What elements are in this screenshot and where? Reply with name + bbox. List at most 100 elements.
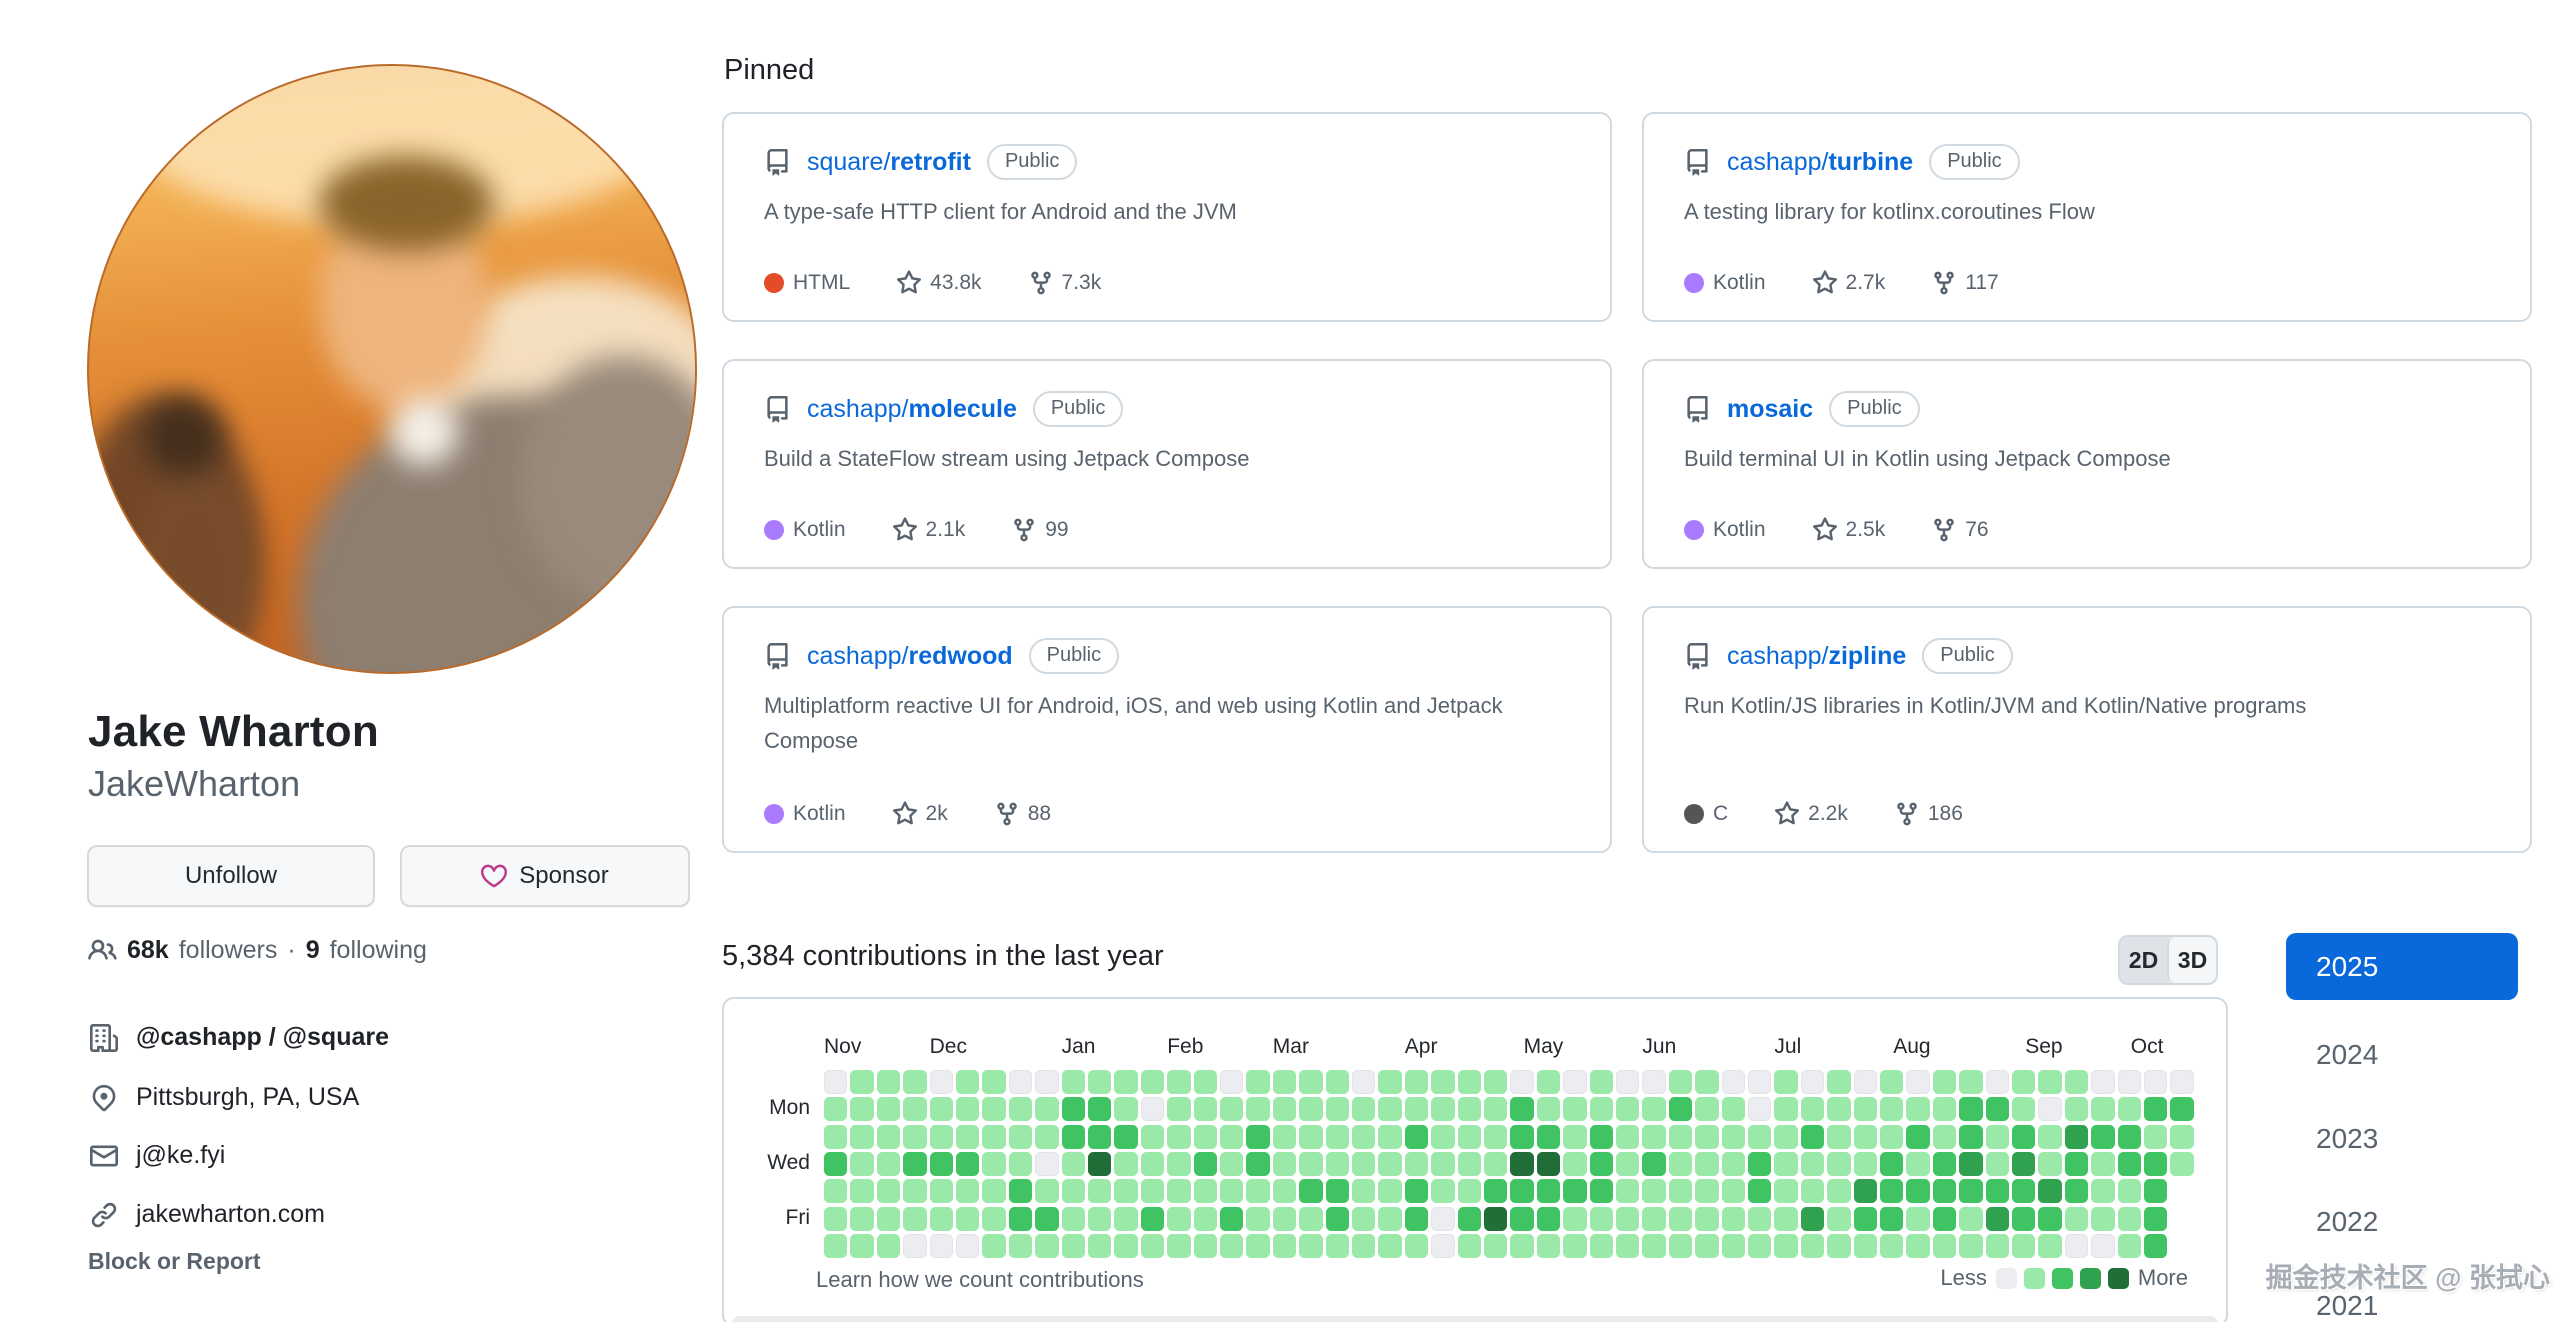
contribution-cell[interactable]	[2117, 1179, 2141, 1204]
contribution-cell[interactable]	[1325, 1233, 1349, 1258]
contribution-cell[interactable]	[1008, 1097, 1033, 1122]
contribution-cell[interactable]	[1510, 1151, 1534, 1176]
contribution-cell[interactable]	[1959, 1151, 1983, 1176]
contribution-cell[interactable]	[2144, 1179, 2168, 1204]
contribution-cell[interactable]	[903, 1070, 927, 1094]
contribution-cell[interactable]	[2038, 1124, 2062, 1149]
contribution-cell[interactable]	[1088, 1070, 1112, 1094]
contribution-cell[interactable]	[1352, 1070, 1376, 1094]
contribution-cell[interactable]	[1193, 1070, 1217, 1094]
contribution-cell[interactable]	[1959, 1070, 1983, 1094]
contribution-cell[interactable]	[1906, 1179, 1930, 1204]
contribution-cell[interactable]	[1880, 1179, 1904, 1204]
contribution-cell[interactable]	[1061, 1151, 1085, 1176]
contribution-cell[interactable]	[2170, 1151, 2194, 1176]
contribution-cell[interactable]	[2064, 1124, 2089, 1149]
contribution-cell[interactable]	[850, 1124, 874, 1149]
contribution-cell[interactable]	[1748, 1233, 1772, 1258]
contribution-cell[interactable]	[1167, 1233, 1191, 1258]
contribution-cell[interactable]	[1246, 1233, 1270, 1258]
contribution-cell[interactable]	[1616, 1097, 1640, 1122]
contribution-cell[interactable]	[956, 1179, 980, 1204]
contribution-cell[interactable]	[1378, 1124, 1402, 1149]
contribution-cell[interactable]	[2012, 1179, 2036, 1204]
contribution-cell[interactable]	[876, 1233, 901, 1258]
contribution-cell[interactable]	[1140, 1097, 1165, 1122]
contribution-cell[interactable]	[1985, 1070, 2009, 1094]
contribution-cell[interactable]	[2012, 1124, 2036, 1149]
contribution-cell[interactable]	[1035, 1233, 1059, 1258]
contribution-cell[interactable]	[1616, 1151, 1640, 1176]
contribution-cell[interactable]	[1114, 1151, 1138, 1176]
contribution-cell[interactable]	[1035, 1097, 1059, 1122]
contribution-cell[interactable]	[1668, 1233, 1693, 1258]
contribution-cell[interactable]	[956, 1097, 980, 1122]
contribution-cell[interactable]	[1906, 1124, 1930, 1149]
contribution-cell[interactable]	[1800, 1070, 1825, 1094]
contribution-cell[interactable]	[1193, 1233, 1217, 1258]
contribution-cell[interactable]	[1061, 1206, 1085, 1231]
contribution-cell[interactable]	[1880, 1233, 1904, 1258]
contribution-cell[interactable]	[1484, 1070, 1508, 1094]
repo-link[interactable]: cashapp/redwood	[807, 641, 1013, 670]
contribution-cell[interactable]	[1959, 1179, 1983, 1204]
contribution-cell[interactable]	[1589, 1179, 1613, 1204]
contribution-cell[interactable]	[1167, 1179, 1191, 1204]
contribution-cell[interactable]	[1668, 1070, 1693, 1094]
contribution-cell[interactable]	[1352, 1233, 1376, 1258]
contribution-cell[interactable]	[1985, 1097, 2009, 1122]
contribution-cell[interactable]	[1484, 1124, 1508, 1149]
contribution-cell[interactable]	[1695, 1097, 1719, 1122]
contribution-cell[interactable]	[1246, 1151, 1270, 1176]
contribution-cell[interactable]	[1352, 1206, 1376, 1231]
contribution-cell[interactable]	[1114, 1124, 1138, 1149]
contribution-cell[interactable]	[1061, 1097, 1085, 1122]
contribution-cell[interactable]	[1378, 1070, 1402, 1094]
contribution-cell[interactable]	[1220, 1124, 1244, 1149]
contribution-cell[interactable]	[2064, 1151, 2089, 1176]
contribution-cell[interactable]	[1563, 1151, 1587, 1176]
contribution-cell[interactable]	[903, 1097, 927, 1122]
contribution-cell[interactable]	[1800, 1179, 1825, 1204]
contribution-cell[interactable]	[1642, 1206, 1666, 1231]
contribution-cell[interactable]	[1378, 1206, 1402, 1231]
contribution-cell[interactable]	[1985, 1233, 2009, 1258]
contribution-cell[interactable]	[1457, 1206, 1481, 1231]
contribution-cell[interactable]	[824, 1179, 848, 1204]
contribution-cell[interactable]	[1721, 1151, 1745, 1176]
repo-stars[interactable]: 2k	[892, 801, 948, 827]
contribution-cell[interactable]	[929, 1070, 953, 1094]
contribution-cell[interactable]	[982, 1206, 1006, 1231]
contribution-cell[interactable]	[1880, 1151, 1904, 1176]
contribution-cell[interactable]	[2117, 1206, 2141, 1231]
contribution-cell[interactable]	[1668, 1097, 1693, 1122]
contribution-cell[interactable]	[2038, 1097, 2062, 1122]
toggle-2d-button[interactable]: 2D	[2120, 937, 2167, 983]
contribution-cell[interactable]	[2091, 1070, 2115, 1094]
contribution-cell[interactable]	[1853, 1179, 1877, 1204]
contribution-cell[interactable]	[2038, 1151, 2062, 1176]
contribution-cell[interactable]	[1774, 1151, 1798, 1176]
contribution-cell[interactable]	[1061, 1179, 1085, 1204]
contribution-cell[interactable]	[1668, 1179, 1693, 1204]
contribution-cell[interactable]	[1431, 1206, 1455, 1231]
contribution-cell[interactable]	[1932, 1097, 1957, 1122]
year-link-2023[interactable]: 2023	[2316, 1122, 2379, 1154]
contribution-cell[interactable]	[1431, 1070, 1455, 1094]
contribution-cell[interactable]	[1404, 1097, 1429, 1122]
contribution-cell[interactable]	[1510, 1206, 1534, 1231]
contribution-cell[interactable]	[1088, 1124, 1112, 1149]
contribution-cell[interactable]	[2170, 1070, 2194, 1094]
contribution-cell[interactable]	[1299, 1233, 1323, 1258]
contribution-cell[interactable]	[1272, 1097, 1297, 1122]
contribution-cell[interactable]	[1853, 1233, 1877, 1258]
contribution-cell[interactable]	[850, 1151, 874, 1176]
contribution-cell[interactable]	[2091, 1097, 2115, 1122]
contribution-cell[interactable]	[1220, 1070, 1244, 1094]
contribution-cell[interactable]	[1695, 1124, 1719, 1149]
contribution-cell[interactable]	[1932, 1151, 1957, 1176]
contribution-cell[interactable]	[1114, 1179, 1138, 1204]
contribution-cell[interactable]	[1008, 1070, 1033, 1094]
contribution-cell[interactable]	[1932, 1179, 1957, 1204]
count-contributions-link[interactable]: Learn how we count contributions	[816, 1267, 1144, 1292]
